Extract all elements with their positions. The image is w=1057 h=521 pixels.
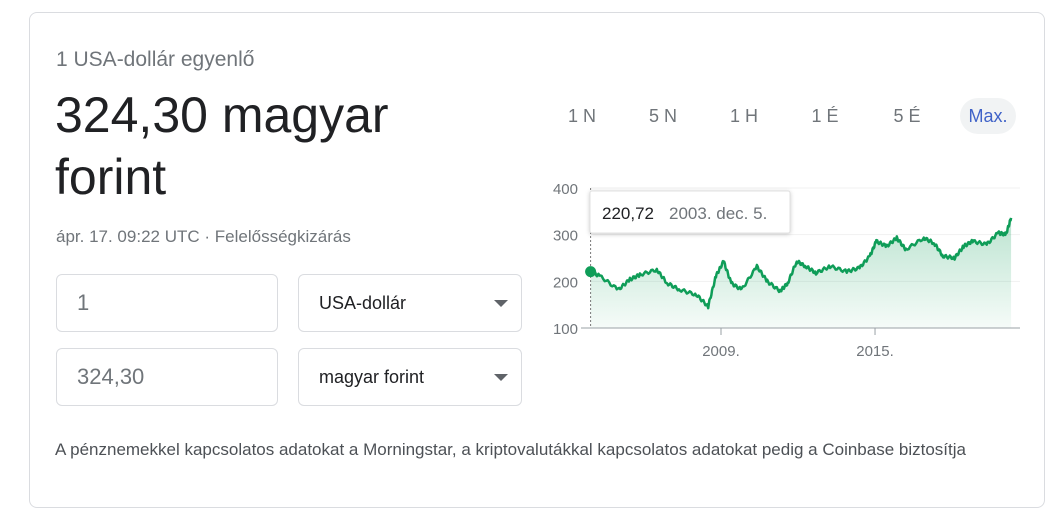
range-tab-1m[interactable]: 1 H (729, 106, 758, 126)
range-tab-1d[interactable]: 1 N (567, 106, 596, 126)
range-tab-5d[interactable]: 5 N (648, 106, 677, 126)
from-amount-input[interactable]: 1 (56, 274, 278, 332)
chart-area-fill (590, 217, 1012, 328)
to-currency-select[interactable]: magyar forint (298, 348, 522, 406)
range-tab-max[interactable]: Max. (960, 98, 1016, 134)
timestamp-line: ápr. 17. 09:22 UTC · Felelősségkizárás (56, 227, 351, 247)
tooltip: 220,72 2003. dec. 5. (589, 190, 791, 234)
exchange-rate-chart[interactable]: 400 300 200 100 2009. 2015. 220,72 2003. dec.… (540, 170, 1030, 370)
separator: · (204, 227, 211, 246)
range-tab-5y[interactable]: 5 É (893, 106, 921, 126)
from-currency-value: USA-dollár (319, 292, 407, 313)
dropdown-arrow-icon (494, 300, 508, 307)
chart-series-line (589, 217, 1013, 310)
tooltip-value: 220,72 (602, 204, 654, 223)
y-tick-label: 100 (553, 321, 578, 338)
timestamp: ápr. 17. 09:22 UTC (56, 227, 200, 246)
currency-converter-card (29, 12, 1045, 508)
y-tick-label: 200 (553, 274, 578, 291)
to-amount-input[interactable]: 324,30 (56, 348, 278, 406)
hover-point (585, 266, 597, 278)
to-currency-value: magyar forint (319, 366, 425, 387)
y-tick-label: 300 (553, 228, 578, 245)
dropdown-arrow-icon (494, 374, 508, 381)
disclaimer-link[interactable]: Felelősségkizárás (214, 227, 351, 246)
range-tab-1y[interactable]: 1 É (811, 106, 839, 126)
tooltip-date: 2003. dec. 5. (669, 204, 767, 223)
data-source-footer: A pénznemekkel kapcsolatos adatokat a Mo… (55, 440, 966, 459)
x-tick-label: 2009. (702, 343, 740, 360)
from-currency-select[interactable]: USA-dollár (298, 274, 522, 332)
y-tick-label: 400 (553, 181, 578, 198)
conversion-result: 324,30 magyar forint (55, 87, 389, 205)
conversion-subtitle: 1 USA-dollár egyenlő (56, 48, 255, 71)
x-tick-label: 2015. (856, 343, 894, 360)
